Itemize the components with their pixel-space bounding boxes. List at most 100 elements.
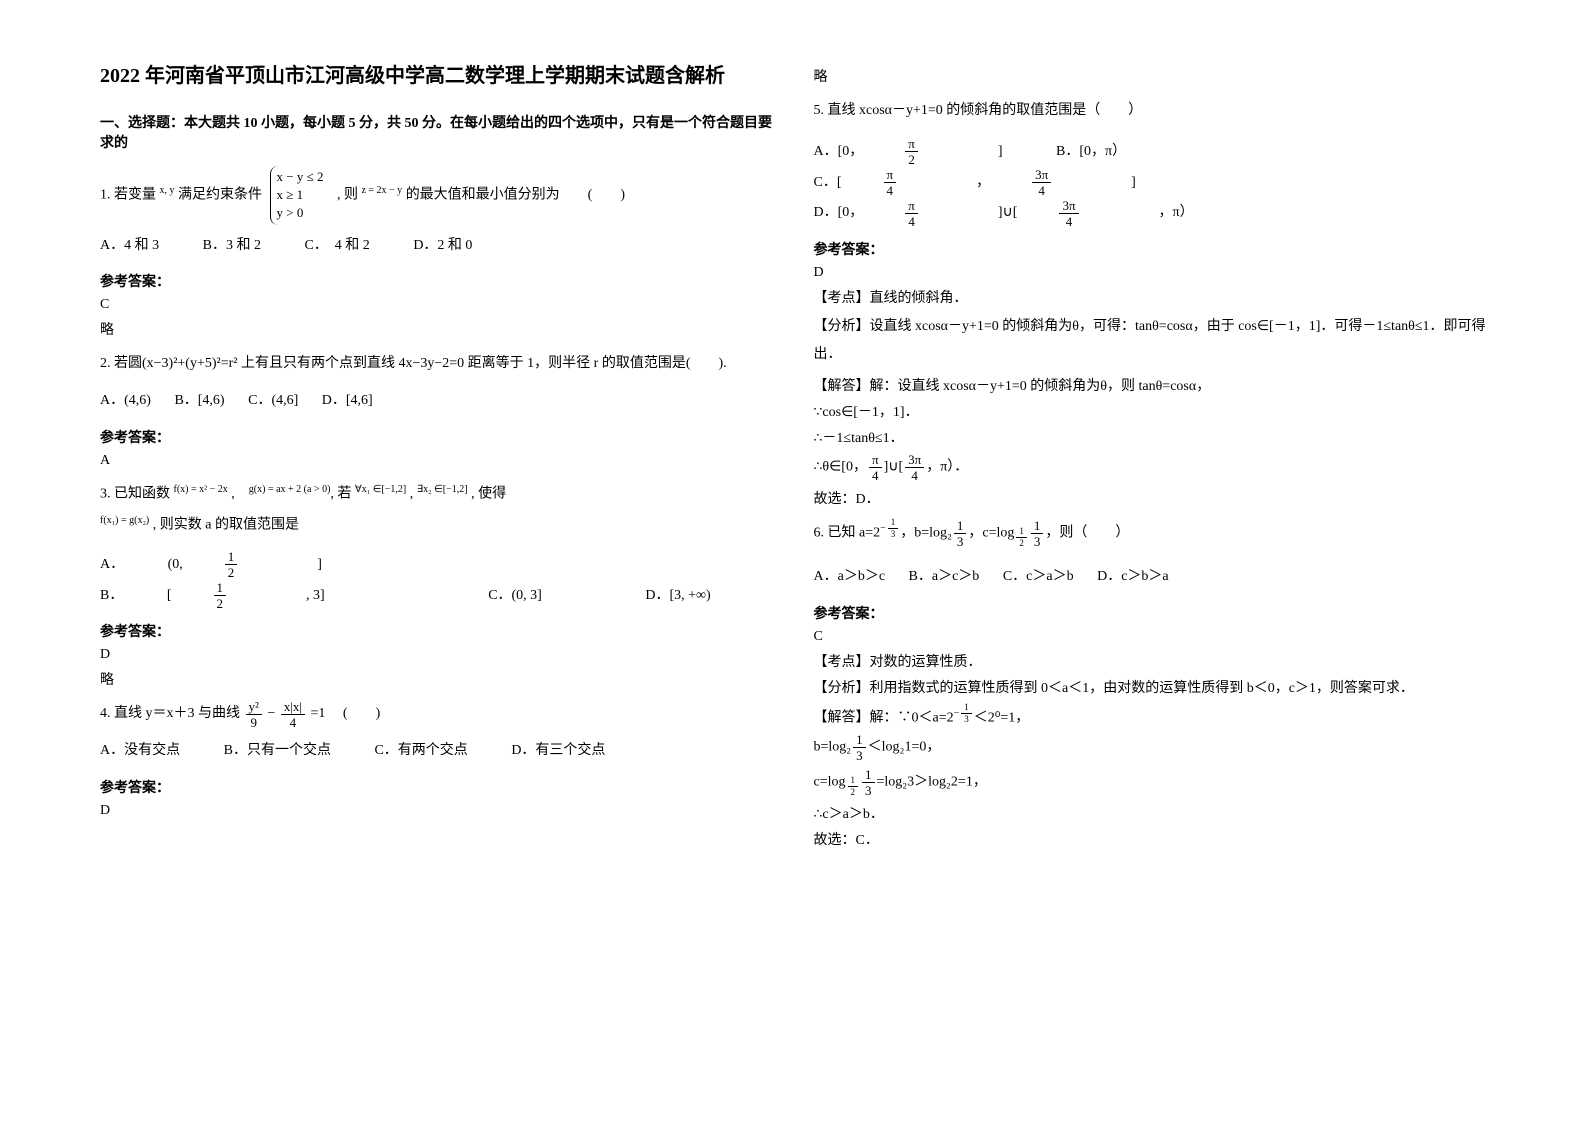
opt-d: D．2 和 0 <box>413 231 472 262</box>
text: ]∪[ <box>884 460 904 475</box>
text: ，则（ ） <box>1045 526 1129 541</box>
num: 1 <box>225 550 238 565</box>
text: D．[0， <box>814 198 864 229</box>
opt-a: A． (0, 12] <box>100 550 362 581</box>
frac-icon: 3π4 <box>1059 199 1118 228</box>
answer-heading: 参考答案： <box>100 621 774 641</box>
opt-c: C．有两个交点 <box>374 736 467 767</box>
frac-icon: 3π4 <box>905 453 924 482</box>
num: y² <box>246 700 262 715</box>
question-6: 6. 已知 a=2−13，b=log₂13，c=log1213，则（ ） A．a… <box>814 518 1488 593</box>
section-1-heading: 一、选择题：本大题共 10 小题，每小题 5 分，共 50 分。在每小题给出的四… <box>100 112 774 152</box>
num: 1 <box>848 776 859 787</box>
text: =log₂3＞log₂2=1， <box>877 774 987 789</box>
text: 4. 直线 y＝x＋3 与曲线 <box>100 706 244 721</box>
den: 2 <box>214 596 227 610</box>
answer-heading: 参考答案： <box>814 603 1488 623</box>
den: 4 <box>869 468 882 482</box>
den: 4 <box>281 715 305 729</box>
solution-line: ∴－1≤tanθ≤1． <box>814 427 1488 447</box>
num: x|x| <box>281 700 305 715</box>
opt-d: D．[0，π4]∪[3π4，π） <box>814 198 1234 229</box>
opt-a: A．[0，π2] <box>814 137 1043 168</box>
answer: D <box>814 265 1488 281</box>
num: π <box>905 199 918 214</box>
text: , 则 <box>337 188 362 203</box>
opt-c: C．[π4，3π4] <box>814 168 1176 199</box>
opt-a: A．没有交点 <box>100 736 180 767</box>
solution-line: 【解答】解：∵0＜a=2−13＜2⁰=1， <box>814 703 1488 726</box>
den: 2 <box>225 565 238 579</box>
text: ] <box>998 137 1003 168</box>
answer-note: 略 <box>814 66 1488 86</box>
den: 4 <box>1059 214 1078 228</box>
brace-system: x − y ≤ 2 x ≥ 1 y > 0 <box>270 166 330 225</box>
frac-icon: 13 <box>954 519 967 548</box>
text: , <box>406 487 417 502</box>
text: ∴θ∈[0， <box>814 460 867 475</box>
frac-icon: 12 <box>225 550 278 579</box>
text: − <box>267 706 275 721</box>
num: 1 <box>853 733 866 748</box>
text: , 3] <box>306 581 325 612</box>
opt-d: D．[4,6] <box>322 386 373 417</box>
analysis: 【分析】利用指数式的运算性质得到 0＜a＜1，由对数的运算性质得到 b＜0，c＞… <box>814 677 1488 697</box>
num: π <box>869 453 882 468</box>
text: ∀x₁ ∈[−1,2] <box>355 484 406 495</box>
opt-c: C．(0, 3] <box>488 581 542 612</box>
frac-icon: π4 <box>869 453 882 482</box>
den: 3 <box>1031 534 1044 548</box>
text: , 则实数 a 的取值范围是 <box>149 518 299 533</box>
text: z = 2x − y <box>361 185 402 196</box>
text: ] <box>1131 168 1136 199</box>
answer: D <box>100 803 774 819</box>
label: A． <box>100 550 124 581</box>
answer: C <box>814 629 1488 645</box>
left-column: 2022 年河南省平顶山市江河高级中学高二数学理上学期期末试题含解析 一、选择题… <box>80 60 794 855</box>
den: 3 <box>888 529 899 539</box>
den: 4 <box>905 214 918 228</box>
frac-icon: 13 <box>1031 519 1044 548</box>
frac-icon: 12 <box>848 776 859 797</box>
opt-c: C．(4,6] <box>248 386 298 417</box>
text: ，b=log₂ <box>900 526 952 541</box>
opt-b: B．3 和 2 <box>203 231 261 262</box>
text: b=log₂ <box>814 739 852 754</box>
text: (0, <box>168 550 183 581</box>
opt-c: C． 4 和 2 <box>304 231 369 262</box>
text: 6. 已知 a= <box>814 526 874 541</box>
num: π <box>884 168 897 183</box>
answer-heading: 参考答案： <box>814 239 1488 259</box>
text: ] <box>317 550 322 581</box>
text: ，π） <box>1159 198 1194 229</box>
den: 4 <box>1032 183 1051 197</box>
text: ]∪[ <box>998 198 1018 229</box>
opt-b: B．a＞c＞b <box>909 562 980 593</box>
solution-line: b=log₂13＜log₂1=0， <box>814 733 1488 762</box>
answer-heading: 参考答案： <box>100 271 774 291</box>
frac-icon: 13 <box>853 733 866 762</box>
analysis: 【分析】设直线 xcosα－y+1=0 的倾斜角为θ，可得：tanθ=cosα，… <box>814 313 1488 369</box>
question-2: 2. 若圆(x−3)²+(y+5)²=r² 上有且只有两个点到直线 4x−3y−… <box>100 349 774 417</box>
num: 1 <box>1016 527 1027 538</box>
frac-icon: π4 <box>884 168 937 197</box>
den: 4 <box>905 468 924 482</box>
options: A．(4,6) B．[4,6) C．(4,6] D．[4,6] <box>100 386 774 417</box>
page: 2022 年河南省平顶山市江河高级中学高二数学理上学期期末试题含解析 一、选择题… <box>0 0 1587 915</box>
solution-line: ∴θ∈[0，π4]∪[3π4，π）． <box>814 453 1488 482</box>
text: c=log <box>814 774 846 789</box>
text: g(x) = ax + 2 (a > 0) <box>249 484 331 495</box>
options: A． (0,12] B． [12, 3] C．(0, 3] D．[3, +∞) <box>100 550 774 612</box>
text: , 使得 <box>468 487 507 502</box>
answer: A <box>100 453 774 469</box>
text: f(x) = x² − 2x <box>174 484 228 495</box>
text: ( ) <box>329 706 380 721</box>
num: π <box>905 137 918 152</box>
label: B． <box>100 581 123 612</box>
num: 1 <box>214 581 227 596</box>
den: 4 <box>884 183 897 197</box>
opt-d: D．c＞b＞a <box>1097 562 1169 593</box>
num: 3π <box>1059 199 1078 214</box>
text: 【解答】解：∵0＜a= <box>814 711 947 726</box>
text: 的最大值和最小值分别为 ( ) <box>402 188 625 203</box>
